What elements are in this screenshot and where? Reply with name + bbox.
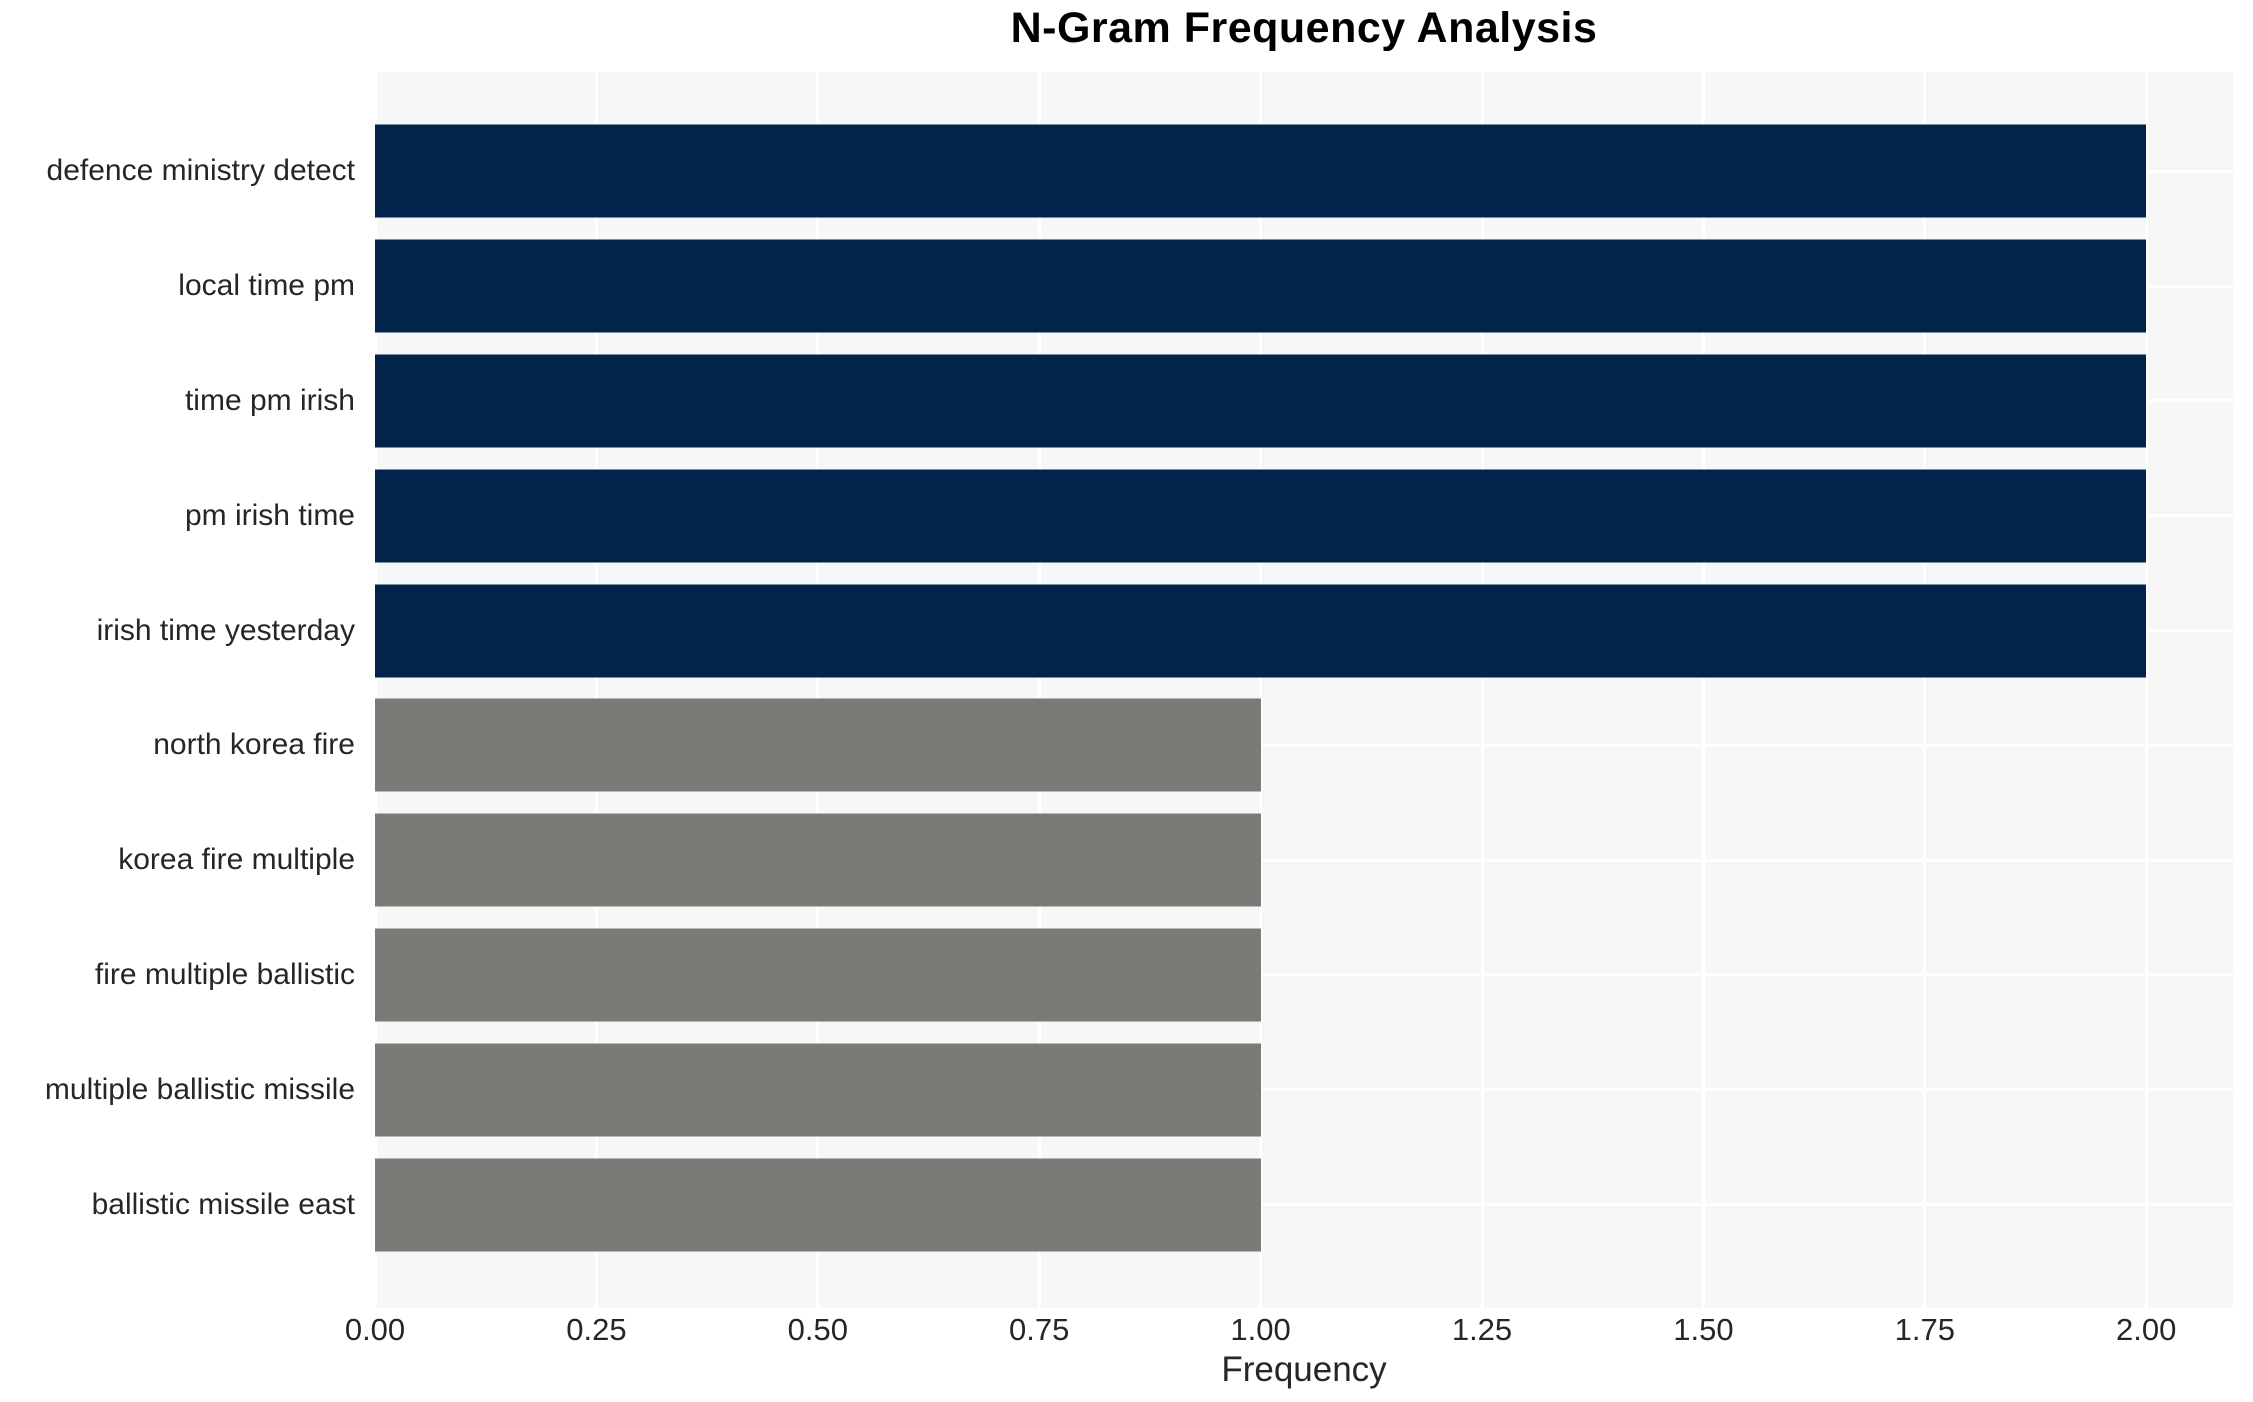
bar-track <box>375 1032 2233 1147</box>
horizontal-gridline <box>375 1088 2233 1092</box>
y-category-label: korea fire multiple <box>118 843 355 877</box>
x-tick-label: 1.50 <box>1673 1312 1734 1347</box>
bar <box>375 698 1261 792</box>
vertical-gridline <box>816 72 820 1308</box>
bar-row: north korea fire <box>0 688 2233 803</box>
bar-row: time pm irish <box>0 344 2233 459</box>
vertical-gridline <box>1701 72 1705 1308</box>
x-axis-ticks: 0.00 0.25 0.50 0.75 1.00 1.25 1.50 1.75 2.00 <box>345 1312 2233 1352</box>
bar <box>375 1043 1261 1137</box>
bar-row: ballistic missile east <box>0 1147 2233 1262</box>
vertical-gridline <box>1259 72 1263 1308</box>
y-category-label: multiple ballistic missile <box>44 1072 355 1106</box>
y-category-label: defence ministry detect <box>46 154 355 188</box>
bar-track <box>375 803 2233 918</box>
horizontal-gridline <box>375 743 2233 747</box>
bar-rows: defence ministry detect local time pm time… <box>0 72 2233 1308</box>
bar-track <box>375 229 2233 344</box>
x-tick-label: 0.00 <box>344 1312 406 1347</box>
vertical-gridline <box>594 72 598 1308</box>
x-tick-label: 1.75 <box>1894 1312 1955 1347</box>
bar-track <box>375 688 2233 803</box>
vertical-gridline <box>1480 72 1484 1308</box>
bar <box>375 928 1261 1022</box>
x-tick-label: 0.25 <box>566 1312 627 1347</box>
vertical-gridline <box>2144 72 2148 1308</box>
y-category-label: time pm irish <box>184 383 355 417</box>
horizontal-gridline <box>375 973 2233 977</box>
y-category-label: pm irish time <box>184 498 355 532</box>
x-tick-label: 2.00 <box>2116 1312 2177 1347</box>
horizontal-gridline <box>375 858 2233 862</box>
bar-row: korea fire multiple <box>0 803 2233 918</box>
bar-track <box>375 114 2233 229</box>
y-category-label: north korea fire <box>153 728 355 762</box>
bar <box>375 124 2147 218</box>
chart-title: N-Gram Frequency Analysis <box>1010 4 1598 52</box>
bar-row: local time pm <box>0 229 2233 344</box>
x-tick-label: 0.75 <box>1009 1312 1070 1347</box>
bar <box>375 813 1261 907</box>
bar-row: multiple ballistic missile <box>0 1032 2233 1147</box>
y-category-label: local time pm <box>178 269 355 303</box>
horizontal-gridline <box>375 1203 2233 1207</box>
bar-row: fire multiple ballistic <box>0 918 2233 1033</box>
bar-row: irish time yesterday <box>0 573 2233 688</box>
x-tick-label: 0.50 <box>787 1312 848 1347</box>
bar-track <box>375 344 2233 459</box>
bar <box>375 584 2147 678</box>
bar <box>375 1158 1261 1252</box>
bar-row: pm irish time <box>0 458 2233 573</box>
x-tick-label: 1.00 <box>1230 1312 1291 1347</box>
y-category-label: irish time yesterday <box>96 613 355 647</box>
y-category-label: ballistic missile east <box>91 1187 355 1221</box>
bar-row: defence ministry detect <box>0 114 2233 229</box>
x-tick-label: 1.25 <box>1451 1312 1513 1347</box>
bar <box>375 469 2147 563</box>
bar <box>375 239 2147 333</box>
bar-track <box>375 458 2233 573</box>
y-category-label: fire multiple ballistic <box>94 957 355 991</box>
bar-track <box>375 1147 2233 1262</box>
vertical-gridline <box>1923 72 1927 1308</box>
bar-track <box>375 573 2233 688</box>
vertical-gridline <box>1037 72 1041 1308</box>
x-axis-label: Frequency <box>1221 1350 1387 1389</box>
bar <box>375 354 2147 448</box>
vertical-gridline <box>373 72 377 1308</box>
bar-track <box>375 918 2233 1033</box>
